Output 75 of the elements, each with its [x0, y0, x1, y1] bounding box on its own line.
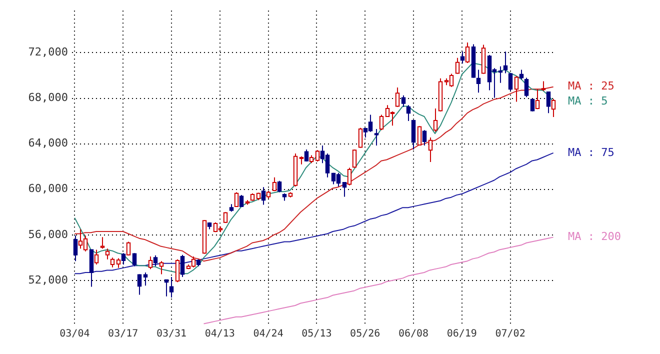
candlestick	[304, 149, 309, 162]
candlestick	[89, 249, 94, 288]
candlestick	[519, 69, 524, 80]
candlestick	[159, 260, 164, 275]
candlestick	[358, 127, 363, 148]
y-tick-label: 64,000	[28, 136, 68, 150]
candlestick	[460, 51, 465, 64]
x-tick-label: 06/19	[446, 328, 477, 340]
x-tick-label: 03/17	[108, 328, 138, 340]
candlestick	[116, 258, 121, 268]
y-tick-label: 56,000	[28, 228, 68, 241]
candlestick	[503, 51, 508, 74]
x-tick-label: 05/26	[350, 328, 380, 340]
candlestick	[121, 252, 126, 266]
candlestick	[342, 182, 347, 198]
candlestick	[137, 274, 142, 296]
x-tick-label: 04/24	[253, 328, 284, 340]
candlestick	[352, 149, 357, 168]
candlestick	[535, 88, 540, 110]
candlestick	[524, 77, 529, 98]
candlestick	[514, 76, 519, 102]
candlestick	[143, 272, 148, 286]
y-tick-label: 52,000	[28, 273, 68, 286]
candlestick	[73, 234, 78, 262]
series-label: MA : 25	[568, 80, 614, 93]
candlestick	[132, 252, 137, 267]
candlestick	[422, 130, 427, 146]
candlestick	[175, 258, 180, 283]
candlestick	[379, 114, 384, 131]
series-label: MA : 75	[568, 146, 614, 159]
candlestick	[417, 126, 422, 146]
candlestick	[406, 104, 411, 122]
candlestick	[401, 94, 406, 108]
candlestick	[476, 69, 481, 94]
candlestick	[347, 167, 352, 186]
candlestick	[541, 80, 546, 92]
candlestick	[508, 72, 513, 92]
y-tick-label: 60,000	[28, 182, 68, 196]
x-tick-label: 07/02	[495, 328, 526, 340]
series-label: MA : 5	[568, 94, 608, 108]
candlestick	[234, 192, 239, 208]
candlestick	[277, 180, 282, 193]
candlestick	[498, 66, 503, 84]
series-label: MA : 200	[568, 230, 621, 244]
x-tick-label: 03/31	[156, 328, 187, 340]
candlestick	[551, 98, 556, 118]
y-tick-label: 68,000	[28, 91, 68, 104]
candlestick	[411, 119, 416, 150]
x-tick-label: 03/04	[60, 328, 90, 340]
candlestick	[395, 86, 400, 108]
candlestick	[94, 249, 99, 266]
candlestick	[126, 241, 131, 256]
candlestick	[180, 254, 185, 278]
x-tick-label: 06/08	[398, 328, 429, 340]
candlestick	[374, 128, 379, 146]
candlestick	[465, 42, 470, 64]
candlestick	[546, 90, 551, 114]
candlestick	[223, 212, 228, 224]
candlestick	[164, 279, 169, 297]
x-tick-label: 05/13	[302, 328, 332, 340]
candlestick	[261, 186, 266, 206]
candlestick	[455, 57, 460, 74]
candlestick	[433, 108, 438, 132]
candlestick	[105, 248, 110, 260]
candlestick	[169, 276, 174, 298]
x-tick-label: 04/13	[204, 328, 235, 340]
candlestick	[315, 150, 320, 162]
candlestick	[148, 256, 153, 270]
candlestick	[272, 176, 277, 192]
candlestick	[100, 236, 105, 250]
candlestick	[153, 254, 158, 267]
candlestick	[110, 257, 115, 268]
y-tick-label: 72,000	[28, 46, 68, 59]
candlestick	[530, 98, 535, 112]
candlestick	[428, 137, 433, 163]
